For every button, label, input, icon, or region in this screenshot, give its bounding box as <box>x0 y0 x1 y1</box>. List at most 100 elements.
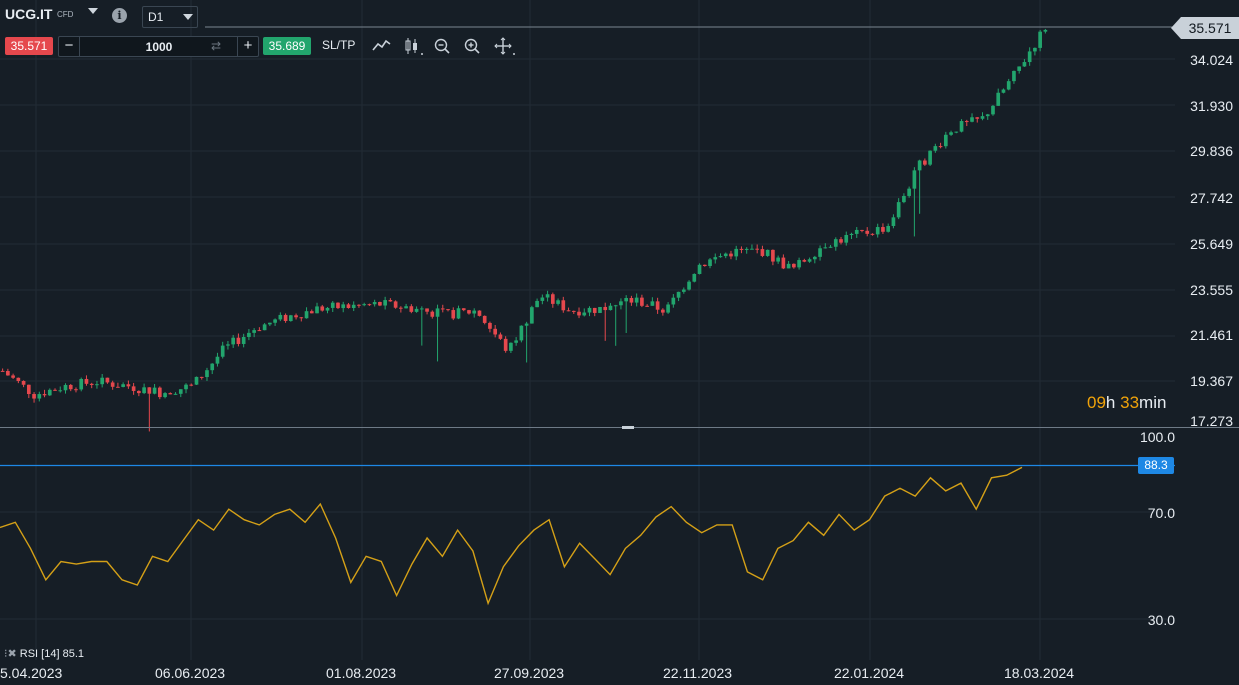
candle-body <box>262 324 267 331</box>
zoom-in-icon[interactable] <box>462 36 484 56</box>
candle-body <box>21 380 26 385</box>
chevron-down-icon <box>183 14 193 20</box>
swap-icon[interactable]: ⇄ <box>211 39 222 53</box>
candle-body <box>902 195 906 203</box>
time-axis-label: 22.01.2024 <box>834 665 905 681</box>
candle-body <box>592 307 597 313</box>
candle-body <box>807 259 812 262</box>
zoom-out-icon[interactable] <box>432 36 454 56</box>
candle-body <box>414 308 419 312</box>
candle-body <box>482 315 487 323</box>
close-icon[interactable]: ✖ <box>7 648 17 660</box>
candle-body <box>1022 62 1027 67</box>
candle-body <box>430 311 435 317</box>
candle-body <box>309 311 314 314</box>
candle-body <box>509 342 513 351</box>
candle-body <box>184 384 188 390</box>
sell-price-button[interactable]: 35.571 <box>5 37 53 55</box>
candle-body <box>163 393 167 398</box>
candle-body <box>708 259 712 267</box>
move-icon[interactable] <box>493 36 515 56</box>
candle-body <box>818 248 822 257</box>
quantity-input[interactable]: 1000 <box>145 40 173 54</box>
candle-body <box>74 389 78 391</box>
line-chart-icon[interactable] <box>371 36 393 56</box>
candle-body <box>42 394 47 396</box>
candle-body <box>812 256 817 260</box>
decrease-quantity-button[interactable]: − <box>59 37 80 56</box>
candle-body <box>744 248 749 250</box>
timeframe-select[interactable]: D1 <box>142 6 198 28</box>
candle-body <box>535 300 539 308</box>
candle-body <box>89 383 94 385</box>
candle-body <box>210 363 215 371</box>
candle-body <box>833 239 838 247</box>
candle-body <box>540 297 545 301</box>
candle-body <box>891 217 896 226</box>
candle-body <box>734 248 739 257</box>
candle-body <box>875 227 880 235</box>
candle-body <box>634 297 639 303</box>
candle-body <box>524 323 529 326</box>
price-axis-label: 17.273 <box>1190 413 1233 429</box>
candle-body <box>676 291 681 298</box>
candle-body <box>168 393 173 395</box>
candle-body <box>750 248 754 250</box>
candle-body <box>294 315 298 318</box>
candlestick-type-icon[interactable] <box>402 36 424 56</box>
rsi-legend-text: RSI [14] 85.1 <box>19 648 84 660</box>
candle-body <box>63 384 68 391</box>
candle-body <box>362 304 367 306</box>
candle-body <box>288 315 293 322</box>
candle-body <box>933 146 938 151</box>
candle-body <box>870 233 875 235</box>
candle-body <box>320 306 325 311</box>
candle-body <box>178 389 183 394</box>
candle-body <box>325 307 330 311</box>
rsi-legend[interactable]: ⁝✖ RSI [14] 85.1 <box>4 647 84 660</box>
candle-countdown: 09h 33min <box>1087 393 1167 412</box>
settings-dots-icon[interactable]: ⁝ <box>4 648 8 660</box>
candle-body <box>645 305 649 307</box>
candle-body <box>723 253 728 257</box>
candle-body <box>330 302 335 308</box>
candle-body <box>823 247 828 249</box>
candle-body <box>828 246 833 248</box>
candle-body <box>530 307 534 324</box>
pane-resize-handle[interactable] <box>622 426 634 429</box>
last-price-arrow <box>1171 17 1181 39</box>
candle-body <box>409 306 414 312</box>
candle-body <box>760 249 765 256</box>
increase-quantity-button[interactable]: + <box>237 37 258 56</box>
rsi-axis-label: 100.0 <box>1139 429 1175 445</box>
buy-price-button[interactable]: 35.689 <box>263 37 311 55</box>
quantity-stepper[interactable]: − 1000 ⇄ + <box>58 36 259 57</box>
candle-body <box>68 384 73 390</box>
candle-body <box>137 390 141 394</box>
time-axis-label: 01.08.2023 <box>326 665 397 681</box>
sltp-button[interactable]: SL/TP <box>322 38 356 52</box>
candle-body <box>142 387 146 394</box>
candle-body <box>907 188 911 196</box>
candle-body <box>461 308 466 311</box>
candle-body <box>556 300 560 304</box>
candle-body <box>215 356 220 364</box>
candle-body <box>713 257 718 260</box>
info-icon[interactable]: i <box>112 8 127 23</box>
candle-body <box>608 305 613 311</box>
candle-body <box>881 227 885 232</box>
price-axis-label: 27.742 <box>1190 190 1233 206</box>
candle-body <box>692 273 697 282</box>
chevron-down-icon[interactable] <box>88 8 98 14</box>
timeframe-value: D1 <box>148 10 164 24</box>
candle-body <box>11 375 15 378</box>
candle-body <box>624 298 629 302</box>
time-axis-label: 18.03.2024 <box>1004 665 1075 681</box>
price-axis-label: 25.649 <box>1190 236 1233 252</box>
time-axis-label: 06.06.2023 <box>155 665 226 681</box>
symbol-name[interactable]: UCG.IT <box>5 6 53 22</box>
candle-body <box>702 264 707 267</box>
candle-body <box>980 116 985 119</box>
price-axis-label: 29.836 <box>1190 143 1233 159</box>
